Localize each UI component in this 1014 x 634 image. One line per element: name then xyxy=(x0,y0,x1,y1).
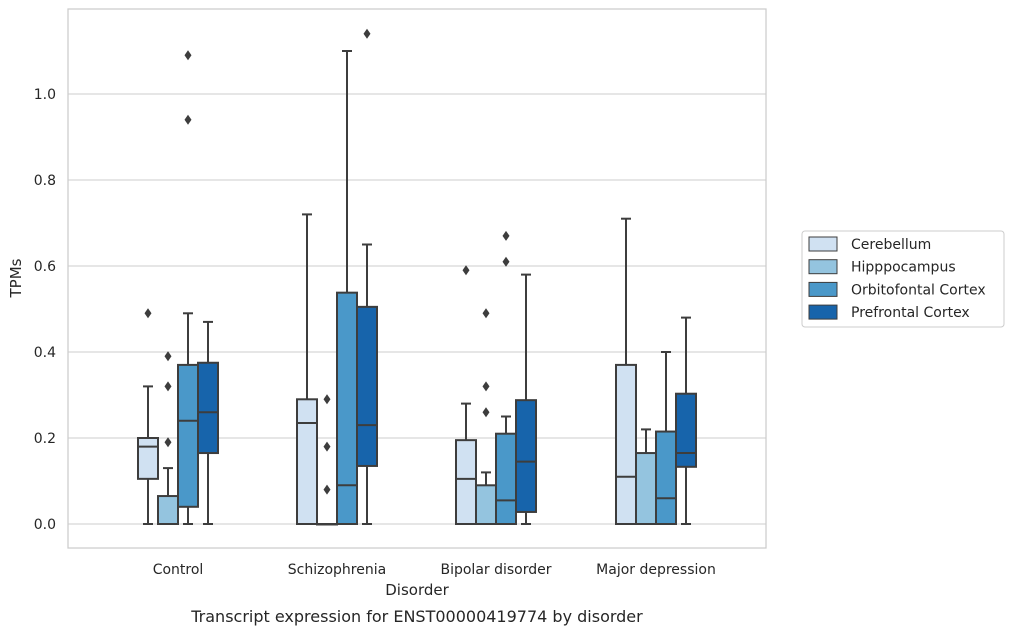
y-tick-label: 0.2 xyxy=(34,431,56,447)
plot-frame xyxy=(67,8,767,549)
legend-label: Hipppocampus xyxy=(851,260,956,276)
y-tick-label: 0.6 xyxy=(34,259,56,275)
box-orbitofontal-cortex-1 xyxy=(336,50,358,525)
box-cerebellum-3 xyxy=(615,217,637,525)
box-body xyxy=(157,495,179,525)
box-prefrontal-cortex-2 xyxy=(515,273,537,525)
outlier-point xyxy=(164,381,172,392)
box-hipppocampus-2 xyxy=(475,308,497,525)
outlier-point xyxy=(462,265,470,276)
x-axis-ticks: Control Schizophrenia Bipolar disorder Majo… xyxy=(153,562,716,578)
outlier-point xyxy=(144,308,152,319)
x-tick-label: Bipolar disorder xyxy=(440,562,551,578)
box-body xyxy=(197,361,219,455)
legend-swatch xyxy=(808,259,838,275)
box-hipppocampus-3 xyxy=(635,428,657,525)
box-hipppocampus-0 xyxy=(157,351,179,525)
box-orbitofontal-cortex-0 xyxy=(177,50,199,525)
box-plot-area xyxy=(137,28,697,526)
outlier-point xyxy=(164,437,172,448)
legend-frame xyxy=(801,230,1005,328)
outlier-point xyxy=(482,308,490,319)
x-tick-label: Major depression xyxy=(596,562,716,578)
outlier-point xyxy=(164,351,172,362)
outlier-point xyxy=(482,407,490,418)
y-tick-label: 0.4 xyxy=(34,345,56,361)
outlier-point xyxy=(184,114,192,125)
legend: Cerebellum Hipppocampus Orbitofontal Corte… xyxy=(801,230,1005,328)
y-axis-ticks: 0.0 0.2 0.4 0.6 0.8 1.0 xyxy=(34,87,56,533)
legend-label: Cerebellum xyxy=(851,237,931,253)
legend-swatch xyxy=(808,236,838,252)
box-body xyxy=(296,398,318,525)
outlier-point xyxy=(323,441,331,452)
box-body xyxy=(615,363,637,525)
box-cerebellum-1 xyxy=(296,213,318,525)
outlier-point xyxy=(502,230,510,241)
outlier-point xyxy=(363,28,371,39)
outlier-point xyxy=(323,484,331,495)
box-prefrontal-cortex-0 xyxy=(197,320,219,525)
box-body xyxy=(356,305,378,467)
y-tick-label: 0.8 xyxy=(34,173,56,189)
box-body xyxy=(495,432,517,526)
outlier-point xyxy=(482,381,490,392)
legend-swatch xyxy=(808,281,838,297)
box-body xyxy=(675,392,697,468)
box-body xyxy=(455,439,477,525)
box-prefrontal-cortex-1 xyxy=(356,28,378,525)
x-axis-label: Disorder xyxy=(385,581,449,599)
box-body xyxy=(635,452,657,525)
legend-label: Prefrontal Cortex xyxy=(851,305,970,321)
outlier-point xyxy=(323,394,331,405)
box-orbitofontal-cortex-3 xyxy=(655,351,677,525)
box-cerebellum-2 xyxy=(455,265,477,525)
x-tick-label: Control xyxy=(153,562,204,578)
chart-caption: Transcript expression for ENST0000041977… xyxy=(190,607,643,626)
box-prefrontal-cortex-3 xyxy=(675,316,697,525)
y-tick-label: 1.0 xyxy=(34,87,56,103)
box-orbitofontal-cortex-2 xyxy=(495,230,517,526)
legend-swatch xyxy=(808,304,838,320)
legend-label: Orbitofontal Cortex xyxy=(851,282,986,298)
outlier-point xyxy=(502,256,510,267)
y-tick-label: 0.0 xyxy=(34,517,56,533)
x-tick-label: Schizophrenia xyxy=(288,562,386,578)
box-cerebellum-0 xyxy=(137,308,159,525)
box-hipppocampus-1 xyxy=(316,394,338,526)
box-body xyxy=(515,399,537,513)
box-body xyxy=(655,430,677,525)
outlier-point xyxy=(184,50,192,61)
box-body xyxy=(475,484,497,525)
y-axis-label: TPMs xyxy=(7,258,25,298)
box-body xyxy=(177,363,199,508)
box-body xyxy=(336,291,358,525)
box-body xyxy=(137,437,159,480)
